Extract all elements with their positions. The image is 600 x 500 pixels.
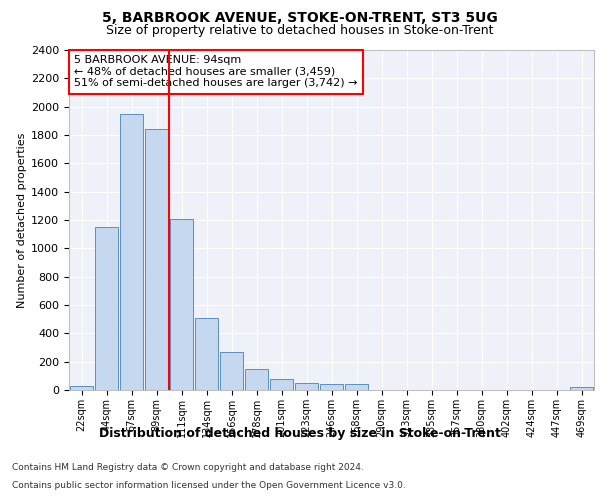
- Text: Distribution of detached houses by size in Stoke-on-Trent: Distribution of detached houses by size …: [99, 428, 501, 440]
- Bar: [119, 114, 143, 390]
- Bar: [70, 386, 94, 390]
- Text: 5, BARBROOK AVENUE, STOKE-ON-TRENT, ST3 5UG: 5, BARBROOK AVENUE, STOKE-ON-TRENT, ST3 …: [102, 11, 498, 25]
- Bar: [194, 318, 218, 390]
- Y-axis label: Number of detached properties: Number of detached properties: [17, 132, 27, 308]
- Bar: [320, 384, 343, 390]
- Text: 5 BARBROOK AVENUE: 94sqm
← 48% of detached houses are smaller (3,459)
51% of sem: 5 BARBROOK AVENUE: 94sqm ← 48% of detach…: [74, 55, 358, 88]
- Bar: [95, 227, 118, 390]
- Text: Contains public sector information licensed under the Open Government Licence v3: Contains public sector information licen…: [12, 481, 406, 490]
- Bar: [269, 378, 293, 390]
- Bar: [344, 384, 368, 390]
- Bar: [145, 130, 169, 390]
- Bar: [569, 387, 593, 390]
- Bar: [245, 369, 268, 390]
- Bar: [295, 383, 319, 390]
- Text: Contains HM Land Registry data © Crown copyright and database right 2024.: Contains HM Land Registry data © Crown c…: [12, 464, 364, 472]
- Bar: [220, 352, 244, 390]
- Bar: [170, 218, 193, 390]
- Text: Size of property relative to detached houses in Stoke-on-Trent: Size of property relative to detached ho…: [106, 24, 494, 37]
